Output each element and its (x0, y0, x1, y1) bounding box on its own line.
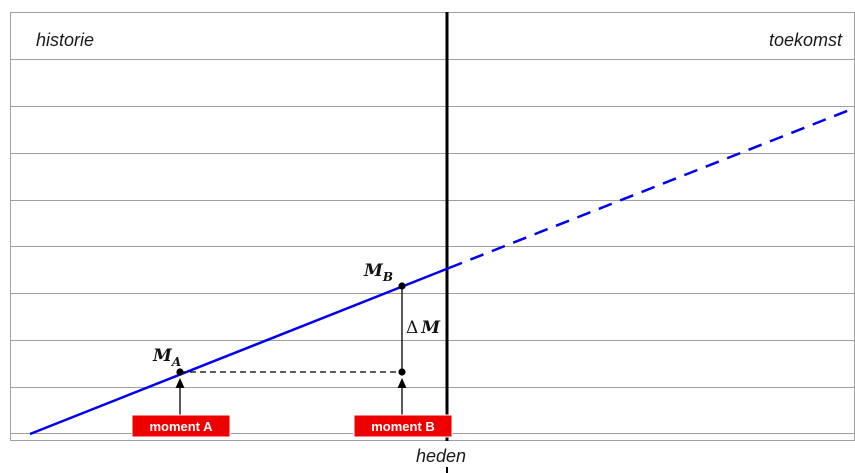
label-m-a-subscript: A (171, 355, 181, 369)
moment-b-box (353, 414, 453, 438)
label-m-b-subscript: B (382, 270, 393, 284)
moment-b-letter: B (425, 419, 434, 434)
present-label: heden (416, 446, 466, 466)
history-label: historie (36, 30, 94, 50)
label-delta-symbol: Δ (406, 318, 418, 338)
label-m-b-symbol: M (363, 261, 384, 281)
label-m-a-symbol: M (152, 346, 173, 366)
label-delta-m-symbol: M (420, 318, 441, 338)
future-label: toekomst (769, 30, 843, 50)
arrow-moment-b (397, 378, 407, 415)
moment-a-box (131, 414, 231, 438)
arrow-moment-a (175, 378, 185, 415)
moment-a-letter: A (203, 419, 213, 434)
point-m-b (398, 282, 406, 290)
trend-line-history (29, 266, 450, 436)
diagram-frame (10, 12, 855, 441)
moment-a-prefix: moment (149, 419, 203, 434)
moment-b-prefix: moment (371, 419, 425, 434)
point-reference (398, 368, 406, 376)
label-m-b: MB (363, 261, 393, 284)
trend-line-future (448, 107, 853, 270)
label-m-a: MA (152, 346, 181, 369)
moment-b-label: moment B (371, 419, 435, 434)
moment-a-label: moment A (149, 419, 213, 434)
point-m-a (176, 368, 184, 376)
